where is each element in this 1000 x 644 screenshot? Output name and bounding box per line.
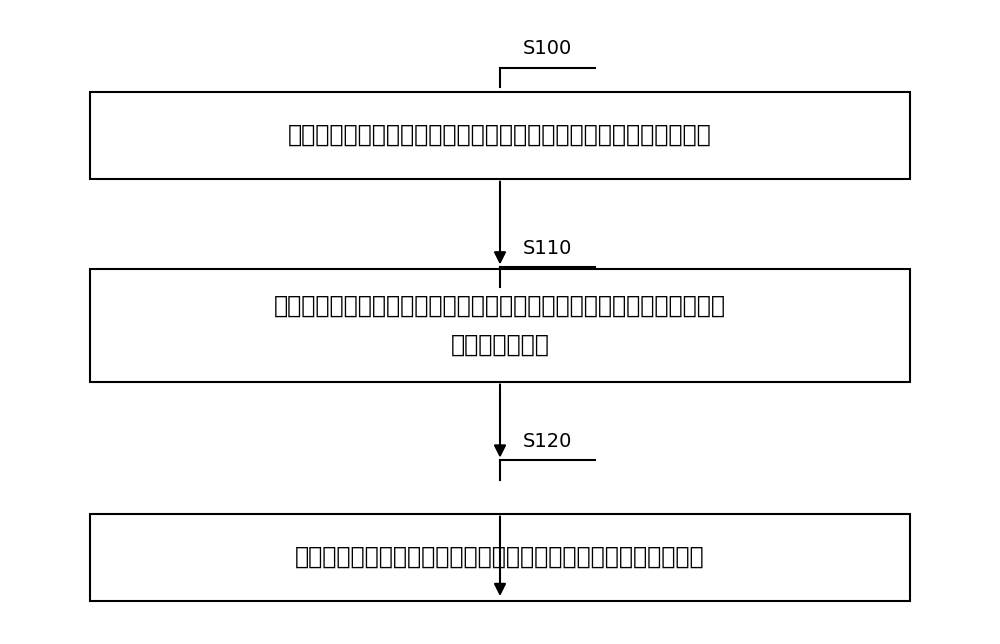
Text: S100: S100	[523, 39, 572, 58]
Text: S120: S120	[523, 431, 572, 451]
Text: 按照设定排布规则，对切分得到的所述车位布置区域进行车位布置: 按照设定排布规则，对切分得到的所述车位布置区域进行车位布置	[295, 545, 705, 569]
Bar	[90, 269, 910, 381]
Bar	[90, 92, 910, 178]
Bar	[90, 514, 910, 600]
Text: S110: S110	[523, 238, 572, 258]
Text: 获取待布置车位的目标场地区域，及所述目标场地区域内的车道流线: 获取待布置车位的目标场地区域，及所述目标场地区域内的车道流线	[288, 123, 712, 147]
Text: 基于所述目标场地区域内的车道流线，对所述目标场地区域进行切分，得
到车位布置区域: 基于所述目标场地区域内的车道流线，对所述目标场地区域进行切分，得 到车位布置区域	[274, 294, 726, 357]
